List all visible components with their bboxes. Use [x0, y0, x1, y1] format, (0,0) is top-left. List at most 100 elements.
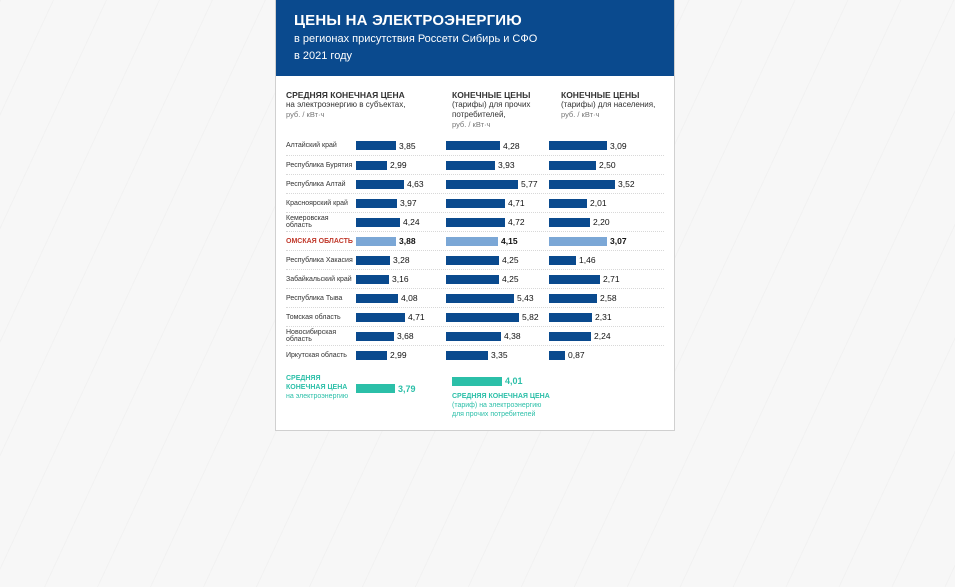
bar-value: 2,24 — [594, 331, 611, 341]
bar-cell: 3,52 — [549, 179, 652, 189]
bar-value: 4,25 — [502, 274, 519, 284]
bar — [356, 180, 404, 189]
region-label: Республика Алтай — [286, 181, 356, 188]
bar-value: 4,38 — [504, 331, 521, 341]
table-row: Республика Бурятия 2,99 3,93 2,50 — [286, 155, 664, 174]
bar — [446, 199, 505, 208]
bar — [549, 294, 597, 303]
region-label: Красноярский край — [286, 200, 356, 207]
bar — [549, 275, 600, 284]
bar-value: 3,07 — [610, 236, 627, 246]
bar-cell: 3,16 — [356, 274, 446, 284]
bar-value: 4,24 — [403, 217, 420, 227]
bar-cell: 2,20 — [549, 217, 652, 227]
bar-cell: 3,85 — [356, 141, 446, 151]
summary-0-bar — [356, 384, 395, 393]
bar-cell: 3,07 — [549, 236, 652, 246]
region-label: Республика Бурятия — [286, 162, 356, 169]
column-header-1: КОНЕЧНЫЕ ЦЕНЫ (тарифы) для прочих потреб… — [452, 90, 555, 131]
bar-cell: 1,46 — [549, 255, 652, 265]
bar — [549, 332, 591, 341]
bar-cell: 3,88 — [356, 236, 446, 246]
bar — [446, 141, 500, 150]
bar — [549, 141, 607, 150]
column-header-0: СРЕДНЯЯ КОНЕЧНАЯ ЦЕНА на электроэнергию … — [286, 90, 446, 131]
bar-cell: 2,58 — [549, 293, 652, 303]
region-label: Республика Тыва — [286, 295, 356, 302]
subtitle-2: в 2021 году — [294, 49, 656, 63]
bar-value: 3,09 — [610, 141, 627, 151]
bar-cell: 0,87 — [549, 350, 652, 360]
bar-cell: 3,09 — [549, 141, 652, 151]
bar-value: 2,50 — [599, 160, 616, 170]
region-label: Иркутская область — [286, 352, 356, 359]
subtitle-1: в регионах присутствия Россети Сибирь и … — [294, 32, 656, 46]
region-label: Кемеровская область — [286, 215, 356, 229]
bar-value: 4,15 — [501, 236, 518, 246]
bar — [446, 351, 488, 360]
bar-value: 3,85 — [399, 141, 416, 151]
bar — [446, 256, 499, 265]
bar-cell: 3,97 — [356, 198, 446, 208]
bar-value: 2,20 — [593, 217, 610, 227]
bar-value: 5,77 — [521, 179, 538, 189]
table-row: Кемеровская область 4,24 4,72 2,20 — [286, 212, 664, 231]
bar-value: 3,35 — [491, 350, 508, 360]
bar — [446, 237, 498, 246]
bar — [549, 256, 576, 265]
bar-cell: 4,38 — [446, 331, 549, 341]
table-row: Алтайский край3,854,283,09 — [286, 136, 664, 155]
bar-cell: 3,28 — [356, 255, 446, 265]
bar — [549, 199, 587, 208]
bar-value: 4,71 — [508, 198, 525, 208]
bar — [356, 141, 396, 150]
bar-value: 5,43 — [517, 293, 534, 303]
bar-value: 3,88 — [399, 236, 416, 246]
bar-value: 3,97 — [400, 198, 417, 208]
bar-cell: 4,28 — [446, 141, 549, 151]
bar-value: 3,52 — [618, 179, 635, 189]
region-label: ОМСКАЯ ОБЛАСТЬ — [286, 238, 356, 245]
bar-cell: 2,99 — [356, 160, 446, 170]
bar — [549, 237, 607, 246]
bar-value: 2,71 — [603, 274, 620, 284]
summary-0-value: 3,79 — [398, 384, 416, 394]
bar — [356, 351, 387, 360]
summary-1: 4,01 СРЕДНЯЯ КОНЕЧНАЯ ЦЕНА (тариф) на эл… — [452, 374, 555, 419]
bar-value: 5,82 — [522, 312, 539, 322]
bar — [356, 294, 398, 303]
bar-value: 4,08 — [401, 293, 418, 303]
bar-value: 4,72 — [508, 217, 525, 227]
bar-cell: 2,71 — [549, 274, 652, 284]
bar-value: 3,28 — [393, 255, 410, 265]
table-row: Республика Тыва 4,08 5,43 2,58 — [286, 288, 664, 307]
table-row: Новосибирская область3,684,382,24 — [286, 326, 664, 345]
bar — [356, 218, 400, 227]
bar — [446, 332, 501, 341]
table-row: Томская область4,715,822,31 — [286, 307, 664, 326]
bar-value: 2,99 — [390, 160, 407, 170]
region-label: Республика Хакасия — [286, 257, 356, 264]
bar-value: 4,63 — [407, 179, 424, 189]
bar-value: 0,87 — [568, 350, 585, 360]
bar — [356, 332, 394, 341]
bar-cell: 4,63 — [356, 179, 446, 189]
data-rows: Алтайский край3,854,283,09Республика Бур… — [276, 136, 674, 370]
summary-0: СРЕДНЯЯ КОНЕЧНАЯ ЦЕНА на электроэнергию … — [286, 374, 446, 401]
bar-cell: 3,93 — [446, 160, 549, 170]
bar-value: 2,99 — [390, 350, 407, 360]
bar — [446, 313, 519, 322]
bar-cell: 2,50 — [549, 160, 652, 170]
bar-cell: 2,99 — [356, 350, 446, 360]
bar-cell: 2,01 — [549, 198, 652, 208]
summary-1-caption: СРЕДНЯЯ КОНЕЧНАЯ ЦЕНА (тариф) на электро… — [452, 392, 555, 419]
bar — [356, 199, 397, 208]
bar-value: 4,71 — [408, 312, 425, 322]
infographic-card: ЦЕНЫ НА ЭЛЕКТРОЭНЕРГИЮ в регионах присут… — [275, 0, 675, 431]
bar — [549, 161, 596, 170]
bar-cell: 4,25 — [446, 255, 549, 265]
bar-value: 3,16 — [392, 274, 409, 284]
bar-value: 1,46 — [579, 255, 596, 265]
bar-cell: 3,68 — [356, 331, 446, 341]
bar-value: 2,01 — [590, 198, 607, 208]
